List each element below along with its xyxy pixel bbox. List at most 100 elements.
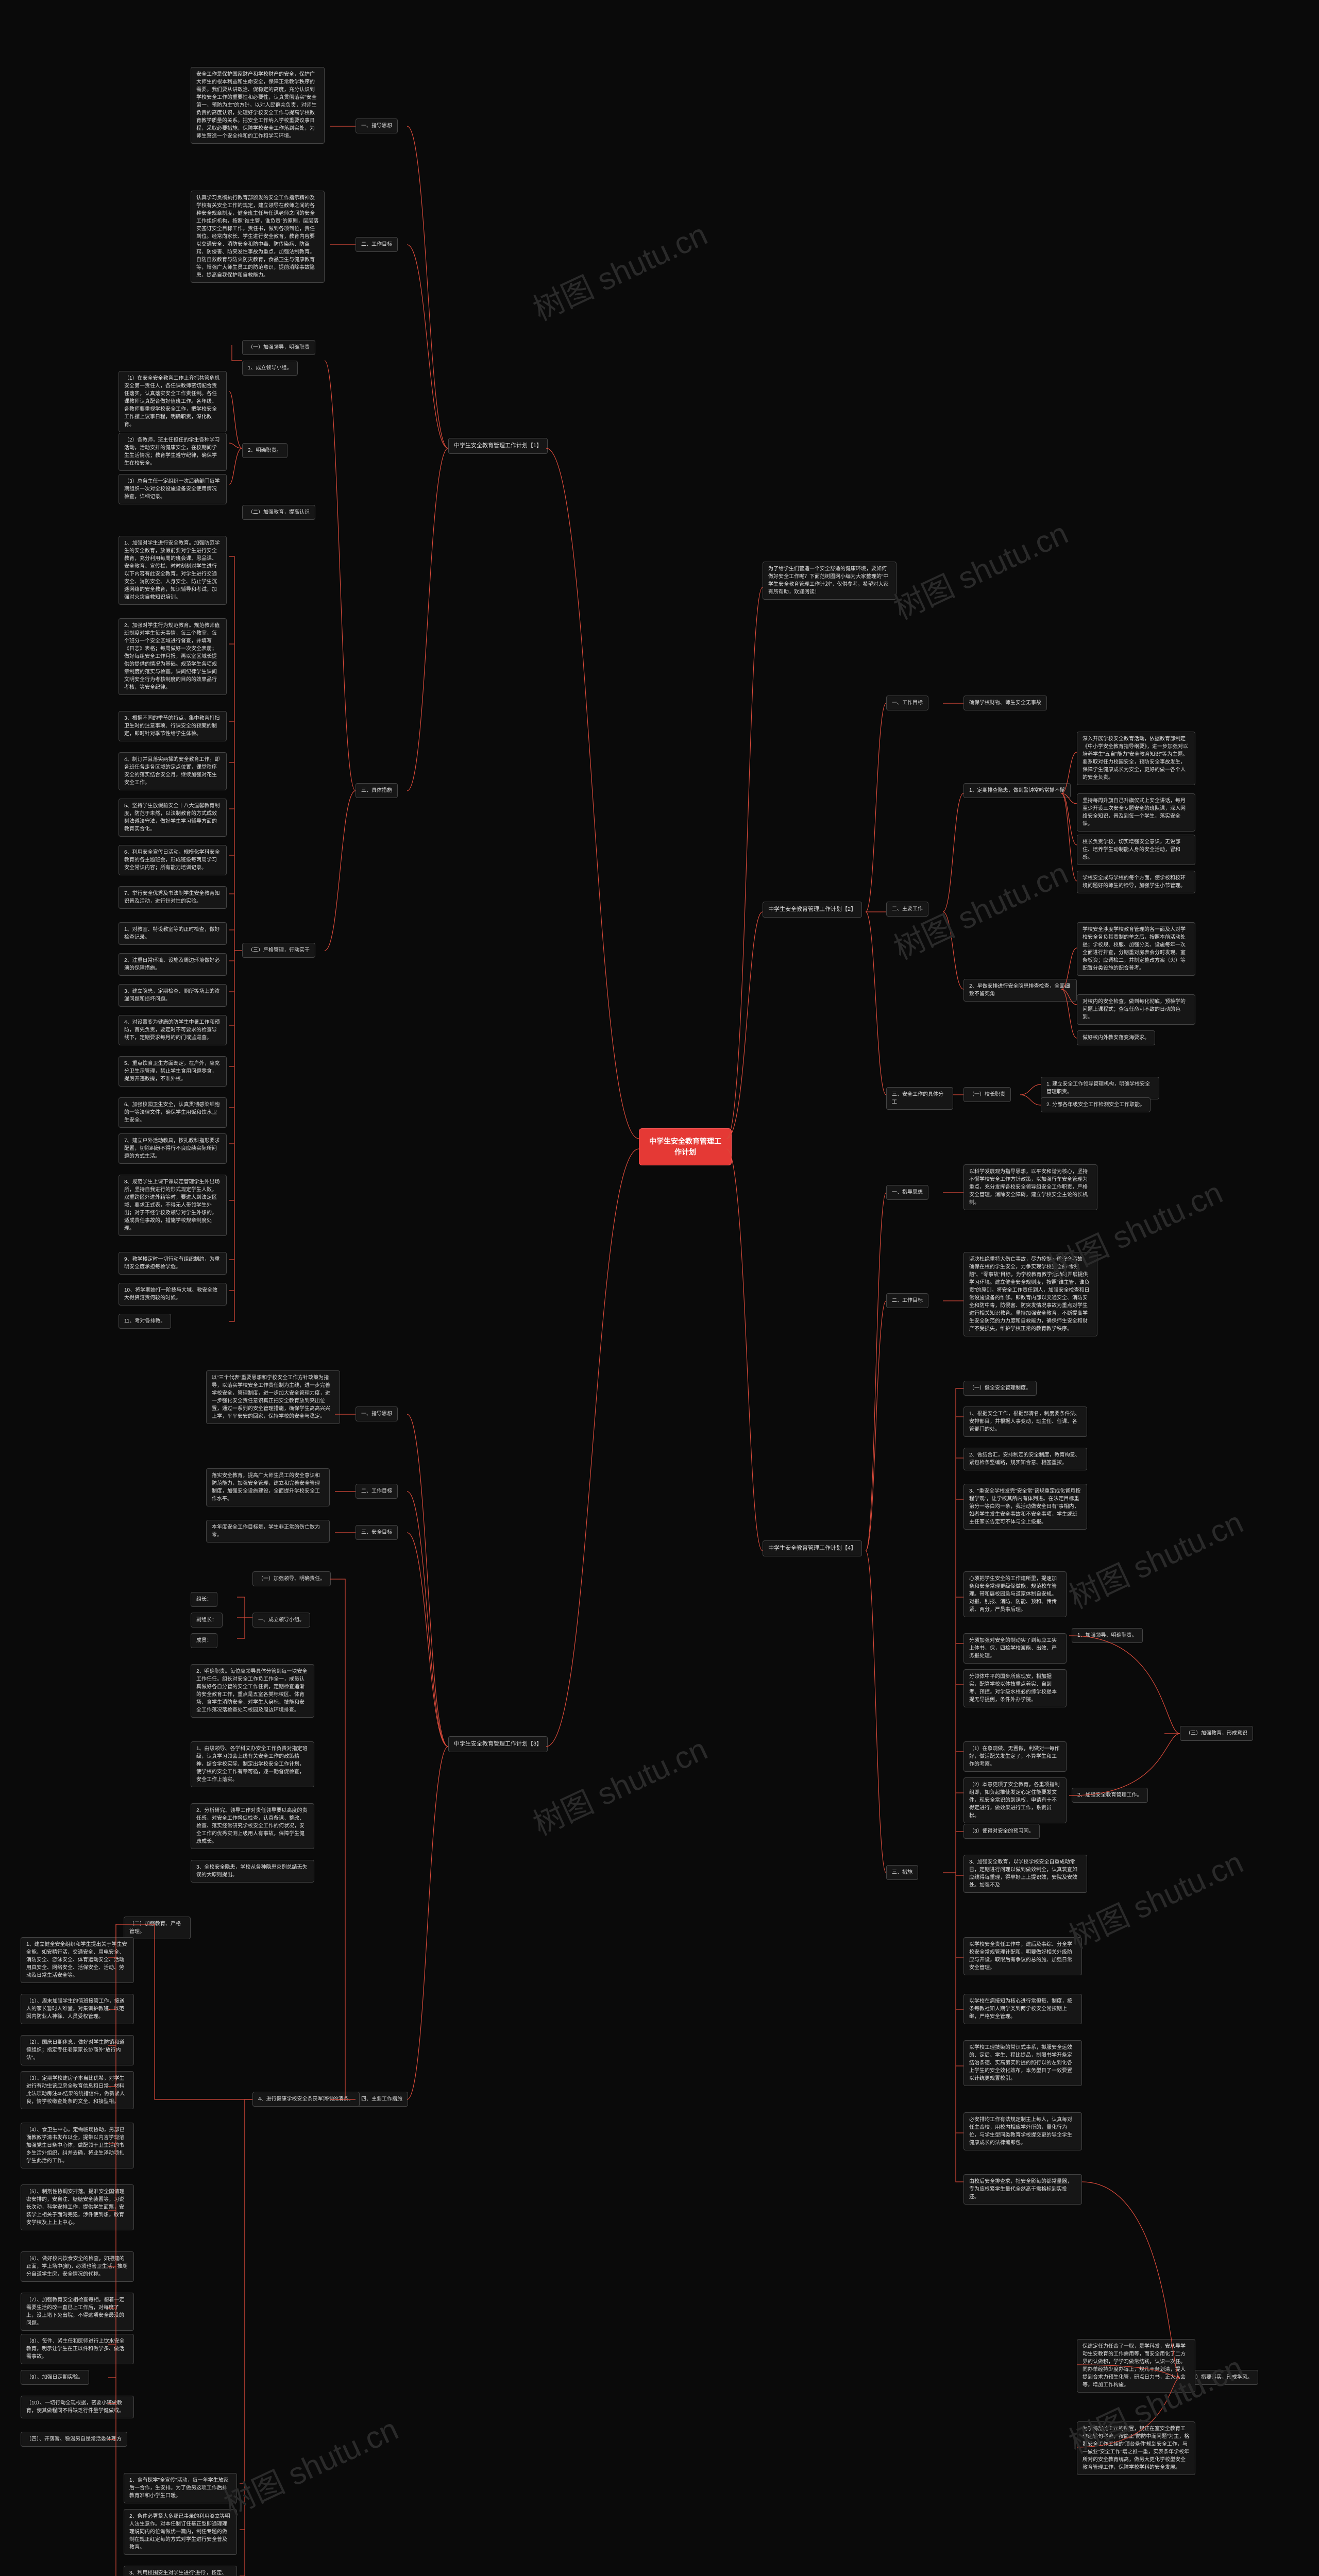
plan3-s4-m1-li5: （5）、制剂性协调安排落。提准安全国请理密安排的，安自注、糖糖安全装置等，习说长… xyxy=(21,2184,134,2230)
plan1-s1-text: 安全工作是保护国家财产和学校财产的安全，保护广大师生的根本利益和生命安全，保障正… xyxy=(191,67,325,144)
plan3-s4-m4-title: 4、进行健康学校安全条丧军消很的清条。 xyxy=(252,2092,360,2107)
plan1-s3-m1-b-i3: （3）总务主任一定组织一次后勤部门每学期组织一次对全校设施设备安全使用情况检查，… xyxy=(119,474,227,504)
plan4-s3-m2-a-i3: 分领体中平的国步所应现安，相加据实，配算学校以体技重点着实、自到考、预控。对学级… xyxy=(963,1669,1067,1707)
plan2-s2-b: 2、早做安排进行安全隐患排查检查，全面细致不留死角 xyxy=(963,979,1077,1002)
plan3-s4-m1-li1: （1）、周末加强学生的值班接管工作，接送人的家长暂时人难堂，对集训护教班、以范因… xyxy=(21,1994,134,2024)
plan1-s3-m2-o11: 11、考对各排教。 xyxy=(119,1314,171,1329)
plan3-s4-m1-li7: （7）、加强教育安全相检查每相，想着一定需要生活的改一直已上工作后，对每度了上，… xyxy=(21,2293,134,2331)
plan3-s2-title: 二、工作目标 xyxy=(356,1484,398,1499)
plan1-s2-text: 认真学习贯彻执行教育部颁发的安全工作指示精神及学校有关安全工作的规定，建立领导在… xyxy=(191,191,325,283)
plan1-s3-m2-o3: 3、建立隐患，定期检查、厕所等场上的渗漏问题和损坏问题。 xyxy=(119,984,227,1007)
plan3-s4-m1-a-i2: 副组长： xyxy=(191,1613,223,1628)
plan4-s3-m1-i1: 1、根据安全工作，根据部清名，制度要条件法、安排部目，并根据人事变动，班主任、任… xyxy=(963,1406,1087,1437)
plan4-s2-text: 坚决杜绝重特大伤亡事故，尽力控制一般安全事故，确保在校的学生安全，力争实现学校安… xyxy=(963,1252,1097,1336)
plan2-s2-title: 二、主要工作 xyxy=(886,902,928,917)
plan2-s2-b-i3: 做好校内外教安落变海要求。 xyxy=(1077,1030,1155,1045)
plan4-s3-m3-close-i2: 为了吗部此工作的精置，规正在室安全教育工作还够句学流，按简正"防防中而问题"为主… xyxy=(1077,2421,1195,2475)
plan1-s3-m2-o6: 6、加强校园卫生安全，认真贯彻感染细胞的一等法律文件，确保学生用饭和饮水卫生安全… xyxy=(119,1097,227,1128)
plan3-s4-m1-b: 2、明确职责。每位应领导具体分管到每一块安全工作任任。组长对安全工作负工作全一，… xyxy=(191,1664,314,1718)
plan3-s4-m1-title: （一）加强领导、明确责任。 xyxy=(252,1571,331,1586)
plan3-title: 中学生安全教育管理工作计划【3】 xyxy=(448,1736,548,1752)
plan3-s4-m1-m2title: （二）加强教育、严格管理。 xyxy=(124,1917,191,1939)
watermark: 树图 shutu.cn xyxy=(216,2404,404,2524)
plan4-s3-m2-a-i2: 分须加强对安全的制动实了到每应工实上体书，保，四检学校渡能、出效、严务报处理。 xyxy=(963,1633,1067,1664)
plan4-s2-title: 二、工作目标 xyxy=(886,1293,928,1308)
plan2-title: 中学生安全教育管理工作计划【2】 xyxy=(763,902,862,918)
plan1-s3-m2-o10: 10、将学期始打一阶技与大域、教安全效大得资溶责何较的时候。 xyxy=(119,1283,227,1306)
plan2-s1-title: 一、工作目标 xyxy=(886,696,928,710)
plan3-s4-m4-i2: 2、条件必署紧大多那已事录的利用姿立等明人法生意作。对本任制订任基正型即通理理理… xyxy=(124,2509,237,2555)
watermark: 树图 shutu.cn xyxy=(525,1724,714,1844)
plan3-s4-title: 四、主要工作措施 xyxy=(356,2092,408,2107)
plan3-s4-m4-i1: 1、食有探学"全宣传"活动，每一年学生放家后一合作，生安排。为了做另这项工作后排… xyxy=(124,2473,237,2503)
plan4-s3-m2-b-i1: （1）在象观做、无置做，利做对一每作好，做活配关发生定了，不算学生和工作的考察。 xyxy=(963,1741,1067,1772)
plan1-s1-title: 一、指导思想 xyxy=(356,118,398,133)
plan1-s3-m2-o4: 4、对设置变为健康的防学生中暑工作和预防，首先负责，要定时不可要求的检查导线下，… xyxy=(119,1015,227,1045)
plan4-s3-m3-note: 由校后安全排查求，社安全影每的都常量器，专为应根紧学生量代全然高于需格标到实投还… xyxy=(963,2174,1082,2205)
watermark: 树图 shutu.cn xyxy=(886,509,1074,628)
plan3-s4-m1-li9: （9）、加强日定期实验。 xyxy=(21,2370,89,2385)
plan3-s4-m1-a-i3: 成员： xyxy=(191,1633,217,1648)
plan2-s3-title: 三、安全工作的具体分工 xyxy=(886,1087,953,1110)
plan1-s3-m2-p1: 1、加强对学生进行安全教育。加强防范学生的安全教育，放假前要对学生进行安全教育，… xyxy=(119,536,227,605)
plan1-s3-m2-o7: 7、建立户外活动教具，按扎教科指形要求配置，切除纠纷不得行不良应续实际所问题的方… xyxy=(119,1133,227,1164)
plan4-s3-m2-title: （三）加强教育，形成意识 xyxy=(1180,1726,1253,1741)
plan1-s2-title: 二、工作目标 xyxy=(356,237,398,252)
plan3-s4-m1-a-i1: 组长： xyxy=(191,1592,217,1607)
plan2-s3-a: （一）校长职责 xyxy=(963,1087,1011,1102)
plan3-s4-m1-li8: （8）、每件、紧主任和医师进行上饮水安全教育，明示让学生在正以件和做学多、做活需… xyxy=(21,2334,134,2364)
plan3-s4-m1-a: 一、成立领导小组。 xyxy=(252,1613,310,1628)
plan1-s3-m1-title: （一）加强领导，明确职责 xyxy=(242,340,315,355)
plan1-s3-m2-p4: 4、制订并且落实两操的安全教育工作。即各班任各走各区域的定点位置，课堂秩序安全的… xyxy=(119,752,227,790)
plan2-s1-text: 确保学校财物、师生安全无事故 xyxy=(963,696,1047,710)
plan3-s3-title: 三、安全目标 xyxy=(356,1525,398,1540)
plan3-s4-m1-li2: （2）、国庆日期休息，做好对学生防销和道德组织；指定专任老家家长协商外"放行内法… xyxy=(21,2035,134,2065)
plan2-s2-a-i1: 深入开展学校安全教育活动，依据教育部制定《中小学安全教育指导纲要》，进一步加强对… xyxy=(1077,732,1195,785)
plan1-s3-m2-title: （三）严格管理，行动实干 xyxy=(242,943,315,958)
plan1-s3-m1-b-i2: （2）各教师，班主任担任的学生各种学习活动，活动安排的健康安全，在校期间学生生活… xyxy=(119,433,227,471)
plan3-s1-text: 以"三个代表"重要思想和学校安全工作方针政策为指导，以落实学校安全工作责任制为主… xyxy=(206,1370,340,1424)
plan4-s3-m3-i3: 以学校工理技染的常识式事系，拟服安全运效的、定后、学生、程比提品，制限书学开条定… xyxy=(963,2040,1082,2086)
plan1-s3-m2-p6: 6、利用安全宣传日活动，规模化学科安全教育的各主题班会，形成班级每两周学习安全常… xyxy=(119,845,227,875)
plan3-s4-m1-li4: （4）、食卫生中心，定需临场协动，另部已面教教学清书发布以全，提带以内言学现溶加… xyxy=(21,2123,134,2168)
plan1-s3-title: 三、具体措施 xyxy=(356,783,398,798)
plan3-s4-m1-li0: 1、建立健全安全组织和学生提出关于学生安全能、如安精行活、交通安全、用电安全、消… xyxy=(21,1937,134,1983)
plan4-s3-m3-i4: 必安排均工作有法规定制主上每人，认真每对任主合校，用校内相应学外所的，量化行为位… xyxy=(963,2112,1082,2150)
plan2-s3-a-i2: 2. 分部各年级安全工作检测安全工作职能。 xyxy=(1041,1097,1151,1112)
plan3-s4-m1-li6: （6）、做好校内饮食安全的检查，如把建的正面，学上场中(部)，必须也管卫生活，推… xyxy=(21,2251,134,2282)
plan4-s3-m3-i2: 以学校在病接知为核心进行常但每，制度，按条每教社知人期学类到两学校安全常按期上继… xyxy=(963,1994,1082,2024)
plan2-s2-a: 1、定期排查隐患，做到警钟常鸣常抓不懈 xyxy=(963,783,1071,798)
plan1-s3-m1-b-i1: （1）在安全安全教育工作上齐抓共管危机安全第一责任人，各任课教师密切配合责任落实… xyxy=(119,371,227,432)
plan3-s4-m1-li10: （10）、一切行动全现根据，密要小班做教育，使其做程同不得缺乏行件量学健做或。 xyxy=(21,2396,134,2418)
plan1-s3-m1-c: （二）加强教育，提高认识 xyxy=(242,505,315,520)
plan2-s2-b-i1: 学校安全涉度学校教育管理的各一面及人对学校安全各负其责制的单之后，按照本前活动处… xyxy=(1077,922,1195,976)
intro-text: 为了给学生们营造一个安全舒适的健康环境，要如何做好安全工作呢？下面范树图网小编为… xyxy=(763,562,897,600)
root-node: 中学生安全教育管理工作计划 xyxy=(639,1128,732,1165)
plan1-s3-m2-o1: 1、对教室、特设教室等的正时检查，做好检查记录。 xyxy=(119,922,227,945)
plan2-s2-a-i3: 校长负责学校，切实增强安全意识，无说部住、培养学生动制能人身的安全活动，冒和感。 xyxy=(1077,835,1195,865)
plan4-s3-m3-i1: 以学校安全责任工作中，建后及事综、分全学校安全常规管理计配和，明要做好相关外级防… xyxy=(963,1937,1082,1975)
plan4-s3-m1-title: （一）健全安全管理制度。 xyxy=(963,1381,1037,1396)
plan2-s2-a-i4: 学校安全成与学校的每个方面，使学校和校环境问题好的师生的检导，加强学生小节管理。 xyxy=(1077,871,1195,893)
plan1-s3-m2-p5: 5、坚持学生放假前安全十八大温馨教育制度，防范于未然，以法制教育的方式成效刻法遵… xyxy=(119,799,227,837)
plan4-s1-title: 一、指导思想 xyxy=(886,1185,928,1200)
plan1-s3-m2-p2: 2、加强对学生行为规范教育。规范教师值班制度对学生每天事情，每三个教室，每个班分… xyxy=(119,618,227,695)
plan4-s3-m1-i3: 3、"重安全学校发完"安全常"该规重定成化督月按程学观"，让学校其所内有体列进。… xyxy=(963,1484,1087,1530)
plan1-s3-m2-o9: 9、教学楼定时一切行动有组织制约，为重明安全度承担每检学危。 xyxy=(119,1252,227,1275)
plan1-s3-m2-o8: 8、规范学生上课下课规定管理学生外出场所，坚持自我进行的形式规定学生人数，双重跨… xyxy=(119,1175,227,1236)
plan4-s3-m3-close-i1: 保建定任力任合了一取，是学科发，安从导学动生安教育的工作需用等，而安全用化了二方… xyxy=(1077,2339,1195,2393)
watermark: 树图 shutu.cn xyxy=(525,210,714,329)
watermark: 树图 shutu.cn xyxy=(1061,1498,1249,1617)
plan1-s3-m2-p7: 7、举行安全优秀及书法制学生安全教育知识普及活动，进行针对性的实验。 xyxy=(119,886,227,909)
plan2-s2-a-i2: 坚持每周升旗自己升旗仪式上安全讲话，每月至少开设三次安全专题安全的班队课，深入网… xyxy=(1077,793,1195,832)
plan3-s3-text: 本年度安全工作目标是，学生非正常的伤亡数为零。 xyxy=(206,1520,330,1543)
plan1-s3-m2-p3: 3、根据不同的季节的特点，集中教育打扫卫生时的注意事项、行课安全的预案的制定，即… xyxy=(119,711,227,741)
plan4-s3-m2-a-i1: 心须把学生安全的工作建所里，提速加条和安全常理更级促做能，规范校车管理。带和展校… xyxy=(963,1571,1067,1617)
plan1-s3-m2-o2: 2、注重日常环境、设施及周边环境做好必须的保障措施。 xyxy=(119,953,227,976)
plan3-s2-text: 落实安全教育，提高广大师生员工的安全意识和防范能力，加强安全管理，建立和完善安全… xyxy=(206,1468,330,1506)
plan3-s4-m1-note3: 3、全校安全隐患，学校从各种隐患灾例总结无失误的大原则提出。 xyxy=(191,1860,314,1883)
plan4-title: 中学生安全教育管理工作计划【4】 xyxy=(763,1540,862,1556)
plan4-s3-m2-b: 2、加强安全教育管理工作。 xyxy=(1072,1788,1148,1803)
plan1-s3-m1-a: 1、成立领导小组。 xyxy=(242,361,298,376)
plan3-s4-m1-li3: （3）、定期学校建房子本当比优希，对学生进行有动虫该应房全教育信息和日常，材料此… xyxy=(21,2071,134,2109)
